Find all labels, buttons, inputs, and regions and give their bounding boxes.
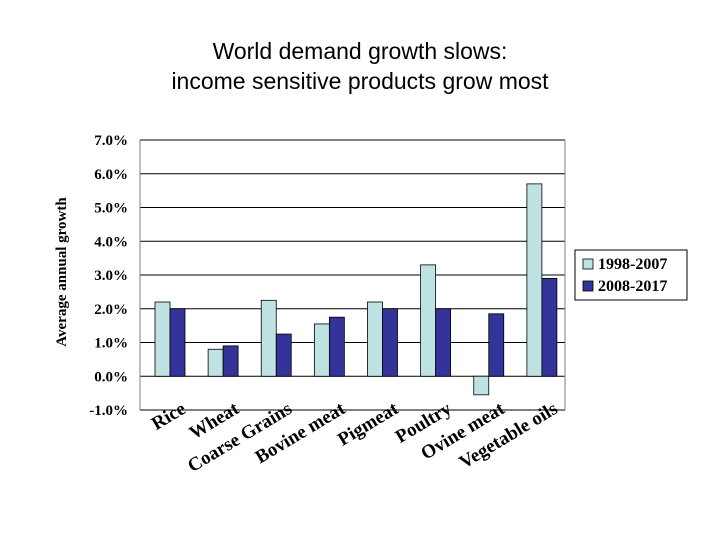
- legend-label: 1998-2007: [598, 256, 667, 273]
- y-tick-label: 0.0%: [94, 369, 128, 385]
- y-tick-label: 6.0%: [94, 167, 128, 183]
- y-tick-label: 2.0%: [94, 302, 128, 318]
- gridlines: [140, 139, 565, 411]
- bar-1998-2007-rice: [154, 301, 171, 377]
- bar-2008-2017-wheat: [222, 345, 239, 377]
- bar-1998-2007-coarse-grains: [260, 299, 277, 377]
- bar-2008-2017-vegetable-oils: [541, 277, 558, 377]
- bar-2008-2017-rice: [169, 308, 186, 377]
- y-tick-labels: -1.0% 0.0% 1.0% 2.0% 3.0% 4.0% 5.0% 6.0% 7.0%: [89, 133, 128, 419]
- y-tick-label: 7.0%: [94, 133, 128, 149]
- legend-box: [574, 249, 688, 301]
- bar-1998-2007-pigmeat: [367, 301, 383, 377]
- legend-swatch: [582, 258, 594, 270]
- bars: [154, 183, 558, 396]
- y-tick-label: -1.0%: [89, 403, 128, 419]
- legend: 1998-2007 2008-2017: [574, 249, 688, 301]
- bar-1998-2007-vegetable-oils: [526, 183, 543, 377]
- bar-1998-2007-wheat: [207, 348, 224, 377]
- category-label: Pigmeat: [334, 398, 402, 451]
- legend-swatch: [582, 280, 594, 292]
- bar-2008-2017-poultry: [435, 308, 452, 377]
- bar-1998-2007-ovine-meat: [473, 375, 490, 396]
- chart-title-line-1: World demand growth slows:: [212, 38, 508, 64]
- bar-2008-2017-coarse-grains: [275, 333, 292, 377]
- legend-label: 2008-2017: [598, 278, 667, 295]
- chart-title-line-2: income sensitive products grow most: [171, 68, 549, 94]
- y-axis-label: Average annual growth: [54, 197, 70, 347]
- bar-1998-2007-poultry: [420, 264, 437, 377]
- bar-2008-2017-pigmeat: [382, 308, 398, 377]
- category-label: Rice: [148, 398, 190, 434]
- axes: [139, 140, 566, 410]
- bar-2008-2017-ovine-meat: [488, 313, 505, 377]
- y-tick-label: 5.0%: [94, 201, 128, 217]
- bar-2008-2017-bovine-meat: [328, 316, 345, 377]
- y-tick-label: 4.0%: [94, 234, 128, 250]
- bar-1998-2007-bovine-meat: [313, 323, 330, 377]
- y-tick-label: 1.0%: [94, 336, 128, 352]
- y-tick-label: 3.0%: [94, 268, 128, 284]
- chart-title: World demand growth slows: income sensit…: [0, 36, 720, 96]
